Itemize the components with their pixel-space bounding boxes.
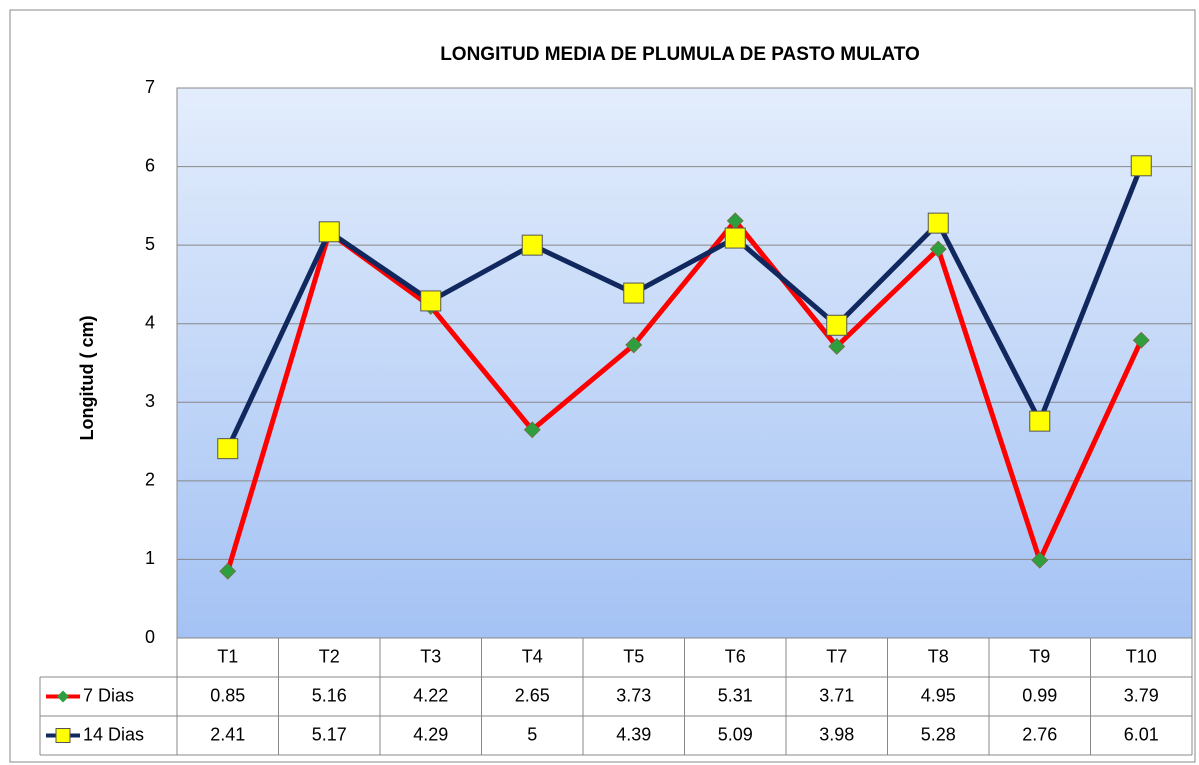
- marker: [1029, 410, 1051, 432]
- table-value: 4.39: [616, 724, 651, 744]
- table-value: 5.28: [921, 724, 956, 744]
- x-tick-label: T9: [1029, 646, 1050, 666]
- marker: [521, 234, 543, 256]
- legend-label: 7 Dias: [83, 685, 134, 705]
- marker: [1130, 155, 1152, 177]
- table-value: 4.95: [921, 685, 956, 705]
- marker: [1132, 331, 1150, 349]
- table-value: 6.01: [1124, 724, 1159, 744]
- legend-marker: [57, 690, 69, 703]
- x-tick-label: T6: [725, 646, 746, 666]
- marker: [623, 282, 645, 304]
- y-tick-label: 5: [145, 234, 155, 254]
- table-value: 3.73: [616, 685, 651, 705]
- chart-title: LONGITUD MEDIA DE PLUMULA DE PASTO MULAT…: [440, 44, 920, 65]
- table-value: 3.71: [819, 685, 854, 705]
- y-tick-label: 1: [145, 548, 155, 568]
- marker: [826, 314, 848, 336]
- x-tick-label: T10: [1126, 646, 1157, 666]
- table-value: 5.09: [718, 724, 753, 744]
- y-tick-label: 7: [145, 77, 155, 97]
- plot-area: [176, 87, 1193, 639]
- marker: [318, 221, 340, 243]
- table-value: 5.16: [312, 685, 347, 705]
- marker: [828, 338, 846, 355]
- table-value: 3.79: [1124, 685, 1159, 705]
- marker: [724, 227, 746, 249]
- table-value: 5.31: [718, 685, 753, 705]
- table-value: 3.98: [819, 724, 854, 744]
- y-tick-label: 6: [145, 155, 155, 175]
- table-value: 2.65: [515, 685, 550, 705]
- marker: [625, 336, 643, 354]
- table-value: 2.41: [210, 724, 245, 744]
- x-tick-label: T2: [319, 646, 340, 666]
- y-tick-label: 0: [145, 627, 155, 647]
- table-value: 4.22: [413, 685, 448, 705]
- marker: [523, 421, 541, 439]
- table-value: 5: [527, 724, 537, 744]
- marker: [927, 212, 949, 234]
- marker: [219, 562, 237, 580]
- marker: [929, 240, 947, 258]
- x-tick-label: T7: [826, 646, 847, 666]
- line: [225, 164, 1144, 450]
- table-value: 0.85: [210, 685, 245, 705]
- x-tick-label: T5: [623, 646, 644, 666]
- y-tick-label: 4: [145, 312, 155, 332]
- legend-label: 14 Dias: [83, 724, 144, 744]
- y-axis-label: Longitud ( cm): [77, 316, 97, 441]
- line: [225, 218, 1144, 572]
- y-tick-label: 2: [145, 470, 155, 490]
- x-tick-label: T3: [420, 646, 441, 666]
- table-value: 5.17: [312, 724, 347, 744]
- table-value: 0.99: [1022, 685, 1057, 705]
- marker: [1031, 551, 1049, 569]
- y-tick-label: 3: [145, 391, 155, 411]
- x-tick-label: T8: [928, 646, 949, 666]
- marker: [217, 438, 239, 460]
- legend-marker: [55, 728, 71, 743]
- table-value: 2.76: [1022, 724, 1057, 744]
- table-value: 4.29: [413, 724, 448, 744]
- x-tick-label: T4: [522, 646, 543, 666]
- x-tick-label: T1: [217, 646, 238, 666]
- marker: [420, 290, 442, 312]
